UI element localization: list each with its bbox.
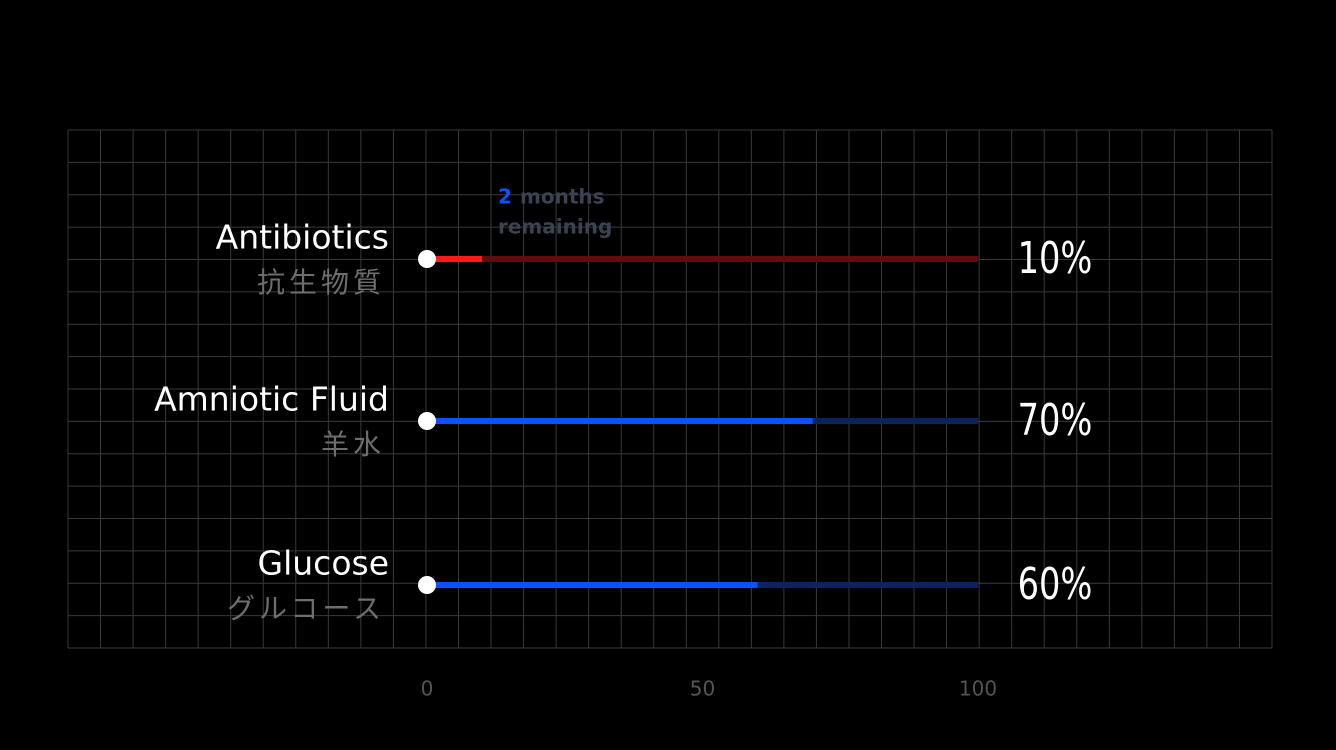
x-tick-label: 100 [959, 677, 997, 701]
bar-start-dot [418, 576, 436, 594]
bar-start-dot [418, 412, 436, 430]
x-tick-label: 0 [421, 677, 434, 701]
category-label: Amniotic Fluid [154, 380, 389, 419]
category-subtitle: 抗生物質 [257, 266, 385, 299]
bar-start-dot [418, 250, 436, 268]
category-subtitle: 羊水 [321, 428, 385, 461]
annotation-value: 2 [498, 185, 512, 209]
annotation-text: months [520, 185, 605, 209]
x-tick-label: 50 [690, 677, 715, 701]
value-label: 70% [1018, 394, 1093, 446]
annotation-text: remaining [498, 215, 612, 239]
category-label: Glucose [258, 544, 389, 583]
grid [67, 129, 1273, 649]
category-subtitle: グルコース [227, 592, 385, 625]
value-label: 10% [1018, 232, 1093, 284]
value-label: 60% [1018, 558, 1093, 610]
category-label: Antibiotics [216, 218, 389, 257]
